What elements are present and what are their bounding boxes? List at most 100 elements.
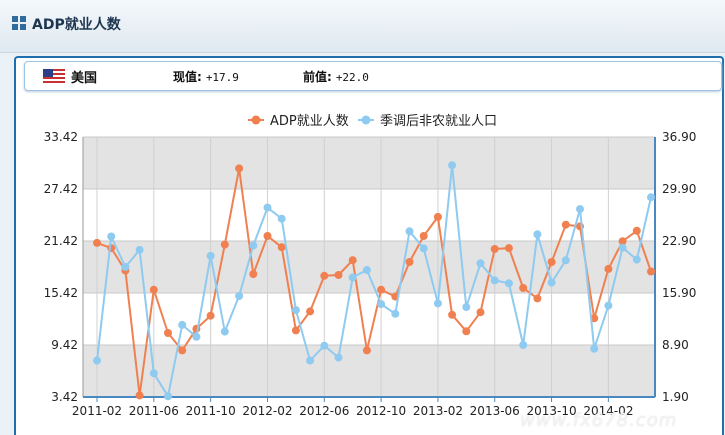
data-point-series-1 [533, 294, 542, 303]
data-point-series-2 [277, 214, 286, 223]
data-point-series-1 [561, 220, 570, 229]
data-point-series-2 [419, 244, 428, 253]
data-point-series-1 [306, 307, 315, 316]
right-axis-tick-label: 36.90 [662, 130, 696, 144]
x-axis-tick-label: 2013-10 [526, 404, 576, 418]
data-point-series-2 [647, 193, 655, 202]
legend-marker [361, 115, 371, 125]
data-point-series-2 [391, 309, 400, 318]
data-point-series-1 [362, 346, 371, 355]
plot-band [83, 137, 655, 189]
x-axis-tick-label: 2013-02 [413, 404, 463, 418]
data-point-series-2 [476, 259, 485, 268]
right-axis-tick-label: 8.90 [662, 338, 689, 352]
data-point-series-1 [632, 226, 641, 235]
data-point-series-2 [320, 341, 329, 350]
current-label: 现值: [173, 70, 202, 84]
data-point-series-1 [476, 308, 485, 317]
data-point-series-2 [604, 301, 613, 310]
data-point-series-2 [135, 245, 144, 254]
left-axis-tick-label: 15.42 [44, 286, 78, 300]
data-point-series-1 [462, 327, 471, 336]
data-point-series-1 [377, 285, 386, 294]
data-point-series-1 [235, 164, 244, 173]
page-header: ADP就业人数 [0, 0, 725, 53]
data-point-series-1 [504, 244, 513, 253]
data-point-series-1 [334, 271, 343, 279]
x-axis-tick-label: 2012-06 [299, 404, 349, 418]
data-point-series-1 [206, 311, 215, 320]
data-point-series-1 [519, 284, 528, 292]
x-axis-tick-label: 2012-02 [242, 404, 292, 418]
data-point-series-2 [235, 292, 244, 300]
data-point-series-2 [291, 306, 300, 315]
data-point-series-2 [377, 300, 386, 309]
data-point-series-1 [618, 237, 627, 246]
left-axis-tick-label: 27.42 [44, 182, 78, 196]
data-point-series-2 [618, 243, 627, 252]
right-axis-tick-label: 15.90 [662, 286, 696, 300]
data-point-series-1 [93, 238, 101, 247]
data-point-series-2 [462, 303, 471, 312]
data-point-series-1 [291, 326, 300, 335]
data-point-series-1 [405, 258, 414, 266]
data-point-series-1 [348, 256, 357, 265]
left-axis-tick-label: 3.42 [51, 390, 78, 404]
data-point-series-2 [433, 299, 442, 308]
data-point-series-2 [107, 232, 116, 241]
data-point-series-1 [320, 271, 329, 280]
previous-label: 前值: [303, 70, 332, 84]
data-point-series-2 [249, 241, 258, 250]
data-point-series-1 [178, 346, 187, 355]
data-point-series-2 [519, 341, 528, 349]
left-axis-tick-label: 33.42 [44, 130, 78, 144]
current-value: +17.9 [205, 71, 239, 84]
data-point-series-2 [348, 273, 357, 282]
right-axis-tick-label: 29.90 [662, 182, 696, 196]
watermark: www.fx678.com [520, 410, 678, 431]
right-axis-tick-label: 22.90 [662, 234, 696, 248]
data-point-series-2 [178, 320, 187, 329]
data-point-series-2 [561, 256, 570, 265]
data-point-series-2 [192, 332, 201, 341]
data-point-series-2 [533, 230, 542, 239]
x-axis-tick-label: 2013-06 [470, 404, 520, 418]
legend-item: ADP就业人数 [248, 114, 349, 129]
data-point-series-1 [604, 264, 613, 273]
data-point-series-1 [490, 245, 499, 253]
data-point-series-1 [277, 243, 286, 252]
current-value-field: 现值: +17.9 [173, 68, 239, 85]
data-point-series-2 [632, 255, 641, 264]
data-point-series-2 [576, 205, 584, 214]
data-point-series-2 [448, 161, 457, 170]
data-point-series-1 [419, 232, 428, 240]
data-point-series-1 [164, 329, 172, 337]
data-point-series-2 [504, 279, 513, 288]
data-point-series-2 [220, 327, 229, 336]
data-point-series-2 [206, 251, 215, 260]
right-axis-tick-label: 1.90 [662, 390, 689, 404]
data-point-series-1 [220, 240, 229, 249]
data-point-series-2 [149, 369, 158, 378]
x-axis-tick-label: 2011-06 [129, 404, 179, 418]
legend-marker [251, 115, 261, 125]
data-point-series-2 [490, 276, 499, 285]
page-title: ADP就业人数 [32, 17, 121, 33]
x-axis-tick-label: 2011-02 [72, 404, 122, 418]
data-point-series-1 [433, 212, 442, 221]
data-point-series-2 [263, 203, 272, 212]
data-point-series-2 [590, 344, 599, 353]
previous-value-field: 前值: +22.0 [303, 68, 369, 85]
series-line-1 [96, 167, 652, 397]
data-point-series-1 [547, 258, 556, 266]
data-point-series-2 [547, 278, 556, 287]
data-point-series-1 [149, 285, 158, 294]
legend-label: ADP就业人数 [270, 114, 349, 129]
data-point-series-1 [448, 310, 457, 319]
us-flag-icon [43, 69, 65, 83]
data-point-series-1 [107, 244, 116, 253]
grid-icon [12, 16, 26, 30]
data-point-series-2 [405, 227, 414, 236]
left-axis-tick-label: 21.42 [44, 234, 78, 248]
